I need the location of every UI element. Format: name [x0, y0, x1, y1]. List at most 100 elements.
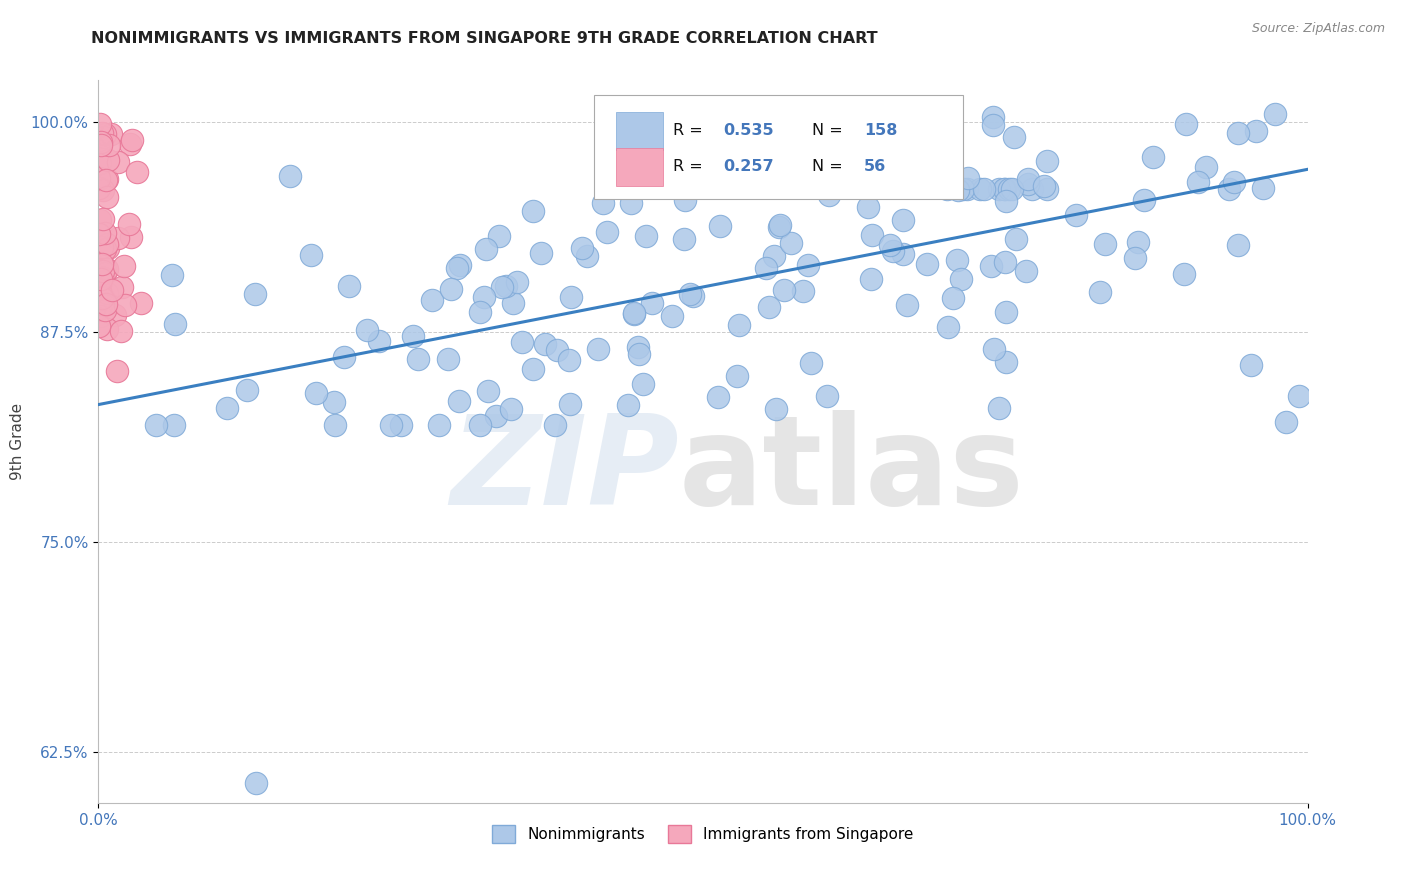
- Point: [91, 183, 114, 197]
- Point: [853, 135, 876, 149]
- Point: [94, 172, 117, 186]
- Point: [323, 395, 346, 409]
- Point: [1288, 389, 1310, 403]
- Point: [163, 417, 186, 432]
- Point: [558, 353, 581, 368]
- Point: [994, 305, 1017, 319]
- Point: [323, 417, 346, 432]
- Point: [534, 337, 557, 351]
- Point: [763, 249, 786, 263]
- Point: [356, 323, 378, 337]
- Point: [586, 342, 609, 356]
- Point: [488, 228, 510, 243]
- Y-axis label: 9th Grade: 9th Grade: [10, 403, 25, 480]
- Point: [835, 158, 858, 172]
- Point: [950, 272, 973, 286]
- Point: [993, 255, 1015, 269]
- Point: [91, 211, 114, 226]
- Point: [1223, 175, 1246, 189]
- Point: [118, 217, 141, 231]
- Point: [988, 401, 1011, 415]
- Point: [797, 258, 820, 272]
- Point: [380, 417, 402, 432]
- Point: [367, 334, 389, 348]
- Point: [700, 115, 723, 129]
- Point: [87, 171, 110, 186]
- Point: [491, 280, 513, 294]
- Point: [495, 279, 517, 293]
- Point: [946, 183, 969, 197]
- Point: [560, 290, 582, 304]
- Point: [1002, 130, 1025, 145]
- Point: [333, 350, 356, 364]
- Point: [544, 417, 567, 432]
- Point: [592, 195, 614, 210]
- Point: [1218, 182, 1240, 196]
- Text: NONIMMIGRANTS VS IMMIGRANTS FROM SINGAPORE 9TH GRADE CORRELATION CHART: NONIMMIGRANTS VS IMMIGRANTS FROM SINGAPO…: [91, 31, 877, 46]
- Point: [1142, 150, 1164, 164]
- Point: [90, 309, 112, 323]
- Point: [90, 257, 112, 271]
- Point: [107, 231, 129, 245]
- Point: [91, 290, 114, 304]
- Point: [437, 352, 460, 367]
- Point: [860, 272, 883, 286]
- Text: N =: N =: [811, 123, 848, 138]
- Point: [236, 383, 259, 397]
- Point: [111, 280, 134, 294]
- Point: [502, 296, 524, 310]
- Point: [94, 296, 117, 310]
- Point: [114, 298, 136, 312]
- Point: [560, 397, 582, 411]
- Point: [447, 394, 470, 409]
- Point: [678, 287, 700, 301]
- Point: [243, 287, 266, 301]
- Point: [87, 181, 110, 195]
- Point: [129, 295, 152, 310]
- Point: [546, 343, 568, 357]
- Point: [96, 322, 118, 336]
- Point: [96, 236, 118, 251]
- Point: [299, 248, 322, 262]
- Point: [97, 153, 120, 167]
- Point: [89, 117, 111, 131]
- Point: [994, 182, 1017, 196]
- Point: [1173, 267, 1195, 281]
- Point: [596, 225, 619, 239]
- Point: [477, 384, 499, 398]
- FancyBboxPatch shape: [616, 148, 664, 186]
- Point: [915, 257, 938, 271]
- Point: [973, 182, 995, 196]
- Text: R =: R =: [672, 160, 707, 175]
- Point: [94, 243, 117, 257]
- Point: [93, 302, 115, 317]
- Point: [1195, 161, 1218, 175]
- Point: [90, 135, 112, 149]
- Point: [427, 417, 450, 432]
- Point: [1017, 178, 1039, 192]
- Text: 0.257: 0.257: [724, 160, 775, 175]
- Point: [575, 249, 598, 263]
- Point: [101, 283, 124, 297]
- Point: [1088, 285, 1111, 299]
- Point: [91, 292, 114, 306]
- Point: [278, 169, 301, 183]
- Point: [96, 172, 118, 186]
- Point: [983, 110, 1005, 124]
- Point: [709, 219, 731, 233]
- Point: [1017, 171, 1039, 186]
- Point: [815, 389, 838, 403]
- Point: [522, 203, 544, 218]
- Point: [725, 369, 748, 384]
- Point: [89, 156, 111, 170]
- Point: [640, 296, 662, 310]
- Text: ZIP: ZIP: [450, 410, 679, 531]
- Point: [942, 291, 965, 305]
- Point: [91, 126, 114, 140]
- Point: [96, 190, 118, 204]
- Point: [636, 228, 658, 243]
- Point: [769, 218, 792, 232]
- Point: [1015, 263, 1038, 277]
- Point: [449, 258, 471, 272]
- Point: [305, 386, 328, 401]
